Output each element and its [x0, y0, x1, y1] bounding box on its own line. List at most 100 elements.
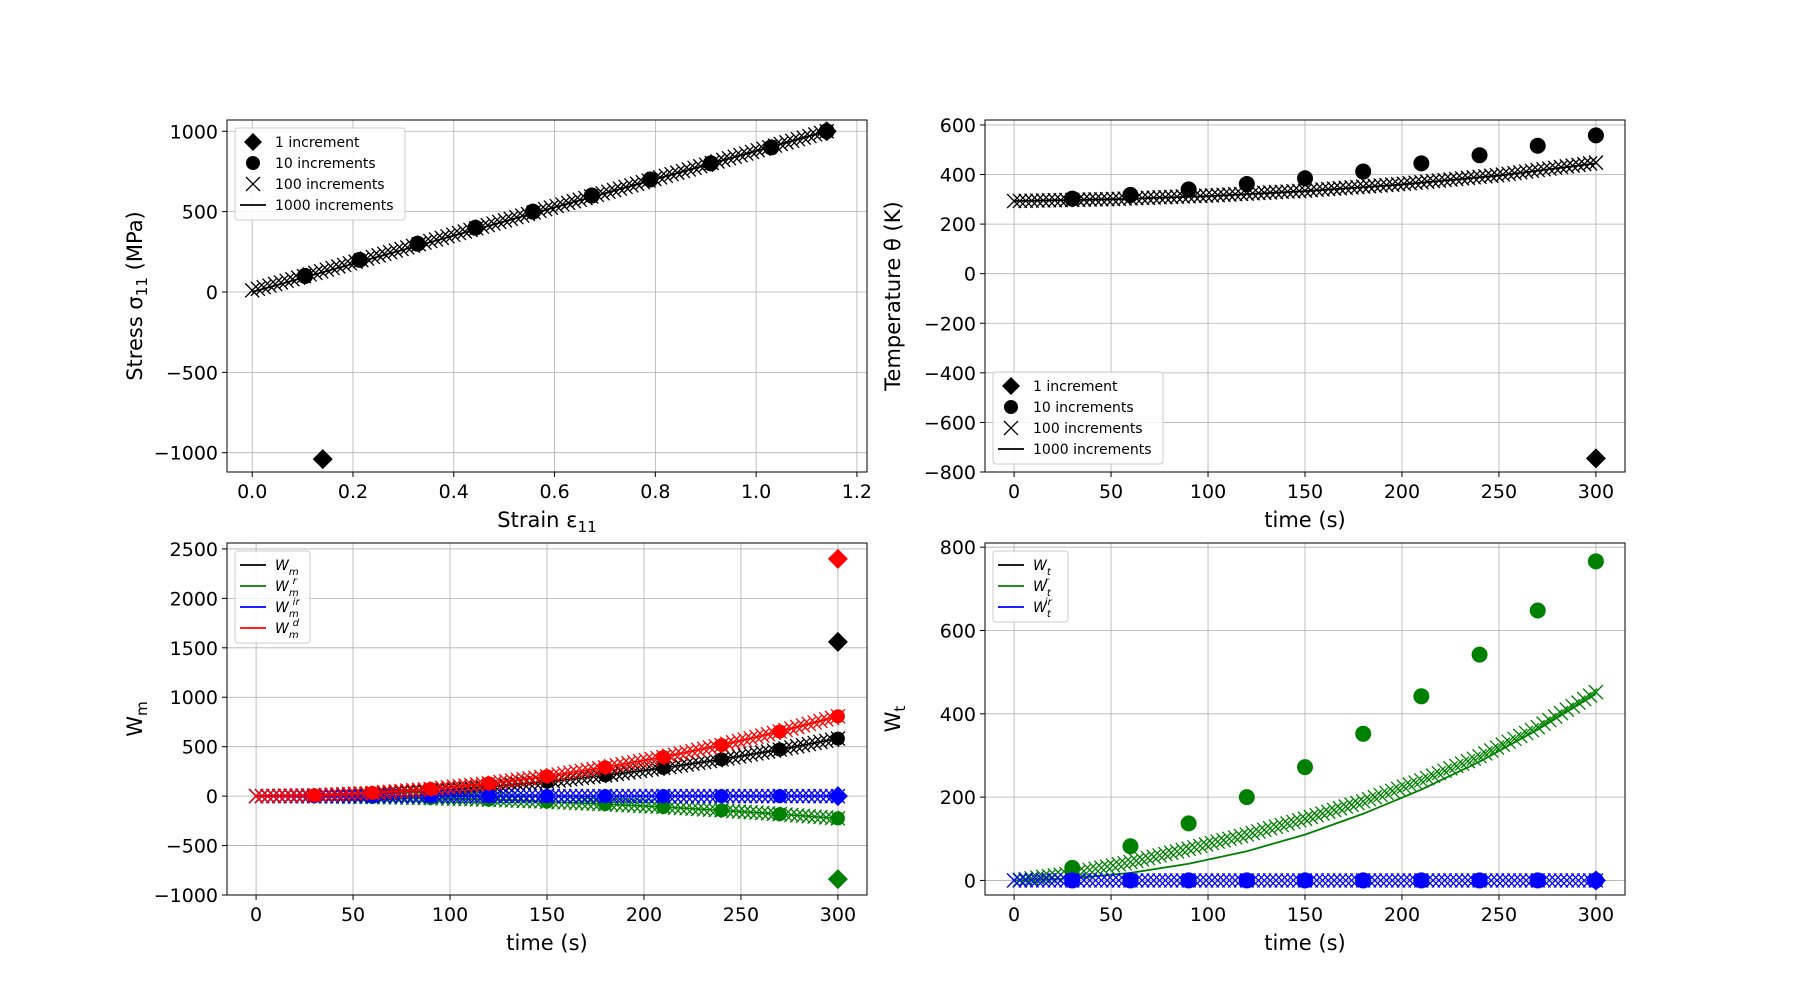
- series-x-marker-3-b: [330, 786, 346, 802]
- y-axis-label-suffix: (MPa): [123, 211, 147, 277]
- series-x-marker-3: [266, 788, 282, 804]
- series-x-marker-4-b: [1111, 872, 1127, 888]
- series-x-marker-3: [748, 729, 764, 745]
- series-marker-0: [1238, 789, 1255, 806]
- series-x-marker-1-b: [679, 800, 695, 816]
- series-x-marker-4-b: [1547, 872, 1563, 888]
- plot-area: [248, 548, 848, 890]
- series-x-marker-1: [754, 805, 770, 821]
- series-x-marker-1-b: [1361, 791, 1377, 807]
- series-x-marker-1-b: [1390, 781, 1406, 797]
- y-axis-label-sub: 11: [133, 277, 151, 296]
- legend-entry-sub: t: [1047, 588, 1052, 599]
- series-x-marker-2: [267, 276, 283, 292]
- series-x-marker-3: [458, 778, 474, 794]
- y-tick-label: −1000: [154, 443, 218, 465]
- legend-entry: Wmir: [275, 597, 300, 620]
- series-x-marker-1: [1361, 791, 1377, 807]
- series-x-marker-4: [1437, 872, 1453, 888]
- series-x-marker-2-b: [527, 788, 543, 804]
- series-x-marker-3: [737, 732, 753, 748]
- legend-marker-swatch: [1003, 420, 1019, 436]
- series-x-marker-1-b: [1186, 839, 1202, 855]
- series-x-marker-4-b: [1146, 872, 1162, 888]
- series-x-marker-4: [1274, 872, 1290, 888]
- series-x-marker-3: [388, 783, 404, 799]
- series-x-marker-4-b: [1093, 872, 1109, 888]
- plot-area: [1006, 127, 1606, 469]
- series-marker-0: [1587, 553, 1604, 570]
- series-x-marker-1: [1216, 832, 1232, 848]
- series-x-marker-1: [1157, 846, 1173, 862]
- series-x-marker-2-b: [428, 231, 444, 247]
- y-tick-label: 600: [940, 115, 976, 137]
- series-x-marker-2: [382, 244, 398, 260]
- series-x-marker-4-b: [1198, 872, 1214, 888]
- series-x-marker-1-b: [1320, 804, 1336, 820]
- y-tick-label: −1000: [154, 885, 218, 907]
- series-x-marker-2-b: [562, 788, 578, 804]
- series-x-marker-4-b: [1442, 872, 1458, 888]
- series-x-marker-2: [434, 230, 450, 246]
- series-x-marker-1: [1268, 819, 1284, 835]
- series-circle-1: [656, 800, 671, 814]
- series-x-marker-2-b: [261, 278, 277, 294]
- series-x-marker-1: [1297, 811, 1313, 827]
- series-x-marker-4: [1576, 872, 1592, 888]
- series-x-marker-4: [1268, 872, 1284, 888]
- legend-entry-sub: t: [1047, 609, 1052, 620]
- series-marker-1: [1297, 170, 1313, 187]
- legend-entry-main: W: [1033, 600, 1048, 616]
- series-x-marker-2: [690, 788, 706, 804]
- series-x-marker-2-b: [434, 788, 450, 804]
- series-x-marker-0-b: [789, 738, 805, 754]
- legend-entry: Wtr: [1033, 576, 1052, 599]
- series-x-marker-2: [325, 260, 341, 276]
- legend-entry: Wm: [275, 558, 299, 578]
- series-x-marker-4: [1483, 872, 1499, 888]
- series-x-marker-4-b: [1530, 872, 1546, 888]
- series-x-marker-1-b: [1204, 835, 1220, 851]
- series-x-marker-2: [290, 270, 306, 286]
- series-x-marker-4-b: [1501, 872, 1517, 888]
- series-x-marker-2-b: [440, 228, 455, 244]
- series-x-marker-4-b: [1221, 872, 1237, 888]
- series-x-marker-0-b: [801, 736, 817, 752]
- series-x-marker-2: [615, 788, 631, 804]
- series-x-marker-2: [801, 788, 817, 804]
- series-x-marker-4-b: [1250, 872, 1266, 888]
- series-x-marker-4-b: [1233, 872, 1249, 888]
- series-x-marker-0-b: [760, 744, 776, 759]
- series-x-marker-4: [1117, 872, 1133, 888]
- series-x-marker-1-b: [725, 803, 741, 819]
- x-tick-label: 250: [1481, 481, 1517, 503]
- series-x-marker-4-b: [1280, 872, 1296, 888]
- series-x-marker-2: [376, 246, 392, 262]
- series-x-marker-1: [1320, 804, 1336, 820]
- series-x-marker-1: [1384, 783, 1400, 799]
- series-x-marker-4: [1192, 872, 1208, 888]
- series-x-marker-3-b: [690, 742, 706, 758]
- series-x-marker-4: [1402, 872, 1418, 888]
- series-x-marker-1: [1262, 820, 1278, 836]
- series-x-marker-1-b: [1285, 814, 1301, 830]
- series-x-marker-2: [632, 788, 648, 804]
- series-x-marker-1: [1332, 800, 1348, 816]
- series-x-marker-3: [725, 734, 741, 750]
- series-x-marker-2: [731, 788, 747, 804]
- series-x-marker-3: [394, 783, 410, 799]
- series-x-marker-2: [620, 788, 636, 804]
- series-circle-3: [656, 750, 671, 765]
- axes-frame: [226, 119, 868, 473]
- series-x-marker-1: [1250, 823, 1266, 839]
- series-x-marker-1-b: [783, 807, 799, 823]
- y-tick-label: 0: [964, 264, 976, 286]
- series-x-marker-3-b: [434, 780, 450, 796]
- series-x-marker-3-b: [469, 777, 485, 792]
- series-diamond-3: [827, 548, 848, 569]
- series-x-marker-4-b: [1541, 872, 1557, 888]
- y-axis-label: Wt: [881, 706, 909, 733]
- series-x-marker-4-b: [1012, 872, 1028, 888]
- series-x-marker-2-b: [405, 238, 421, 254]
- series-x-marker-0-b: [731, 748, 747, 764]
